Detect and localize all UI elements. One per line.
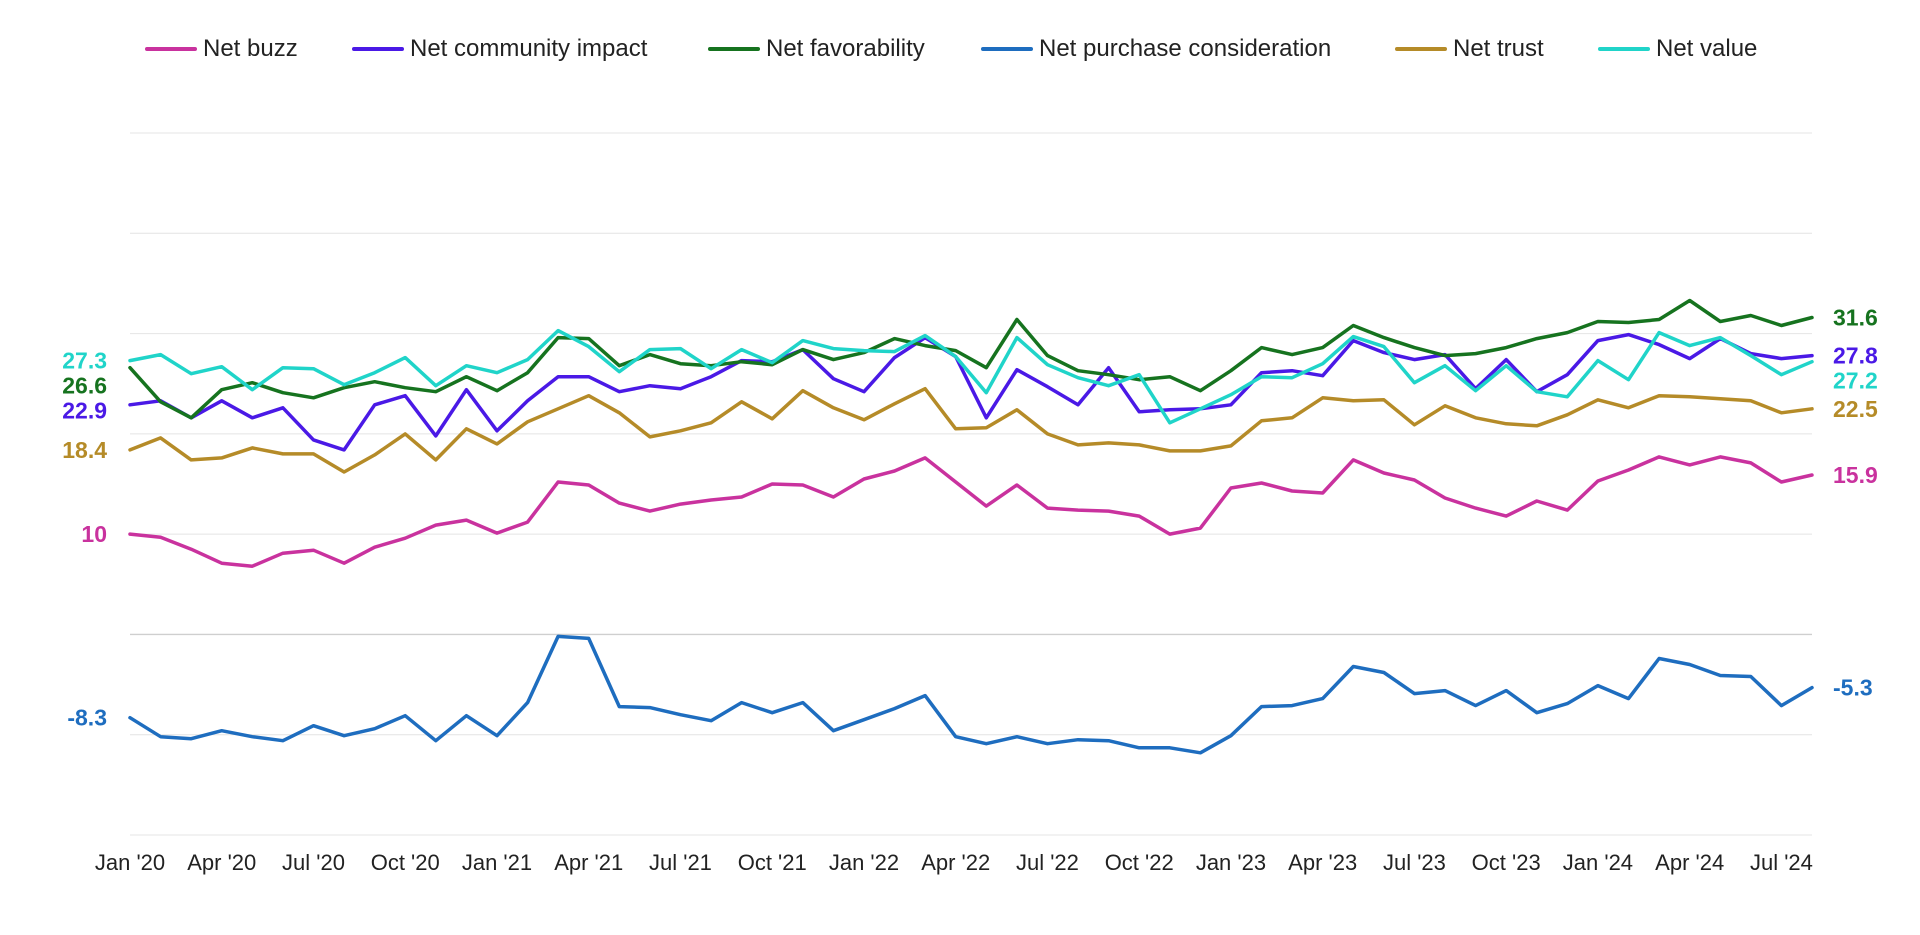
chart-legend: Net buzz Net community impact Net favorabi… (0, 34, 1920, 64)
x-tick-label: Apr '22 (921, 850, 990, 875)
series-lines (128, 298, 1814, 755)
legend-swatch (981, 47, 1033, 51)
x-tick-label: Apr '23 (1288, 850, 1357, 875)
end-value-label-net-value: 27.2 (1833, 368, 1878, 394)
legend-swatch (708, 47, 760, 51)
x-tick-label: Jan '21 (462, 850, 532, 875)
start-value-label-net-value: 27.3 (62, 348, 107, 374)
x-tick-label: Oct '20 (371, 850, 440, 875)
end-labels: 27.326.622.9 18.4 10 -8.3 31.6 27.827.222.5 15… (62, 305, 1878, 731)
legend-label: Net value (1656, 35, 1758, 62)
x-tick-label: Jan '20 (95, 850, 165, 875)
end-value-label-net-purchase-consideration: -5.3 (1833, 675, 1873, 701)
series-line-net-favorability (128, 298, 1814, 420)
legend-swatch (352, 47, 404, 51)
legend-item-net-favorability: Net favorability (708, 34, 925, 64)
x-tick-label: Oct '21 (738, 850, 807, 875)
x-tick-label: Apr '24 (1655, 850, 1724, 875)
legend-label: Net favorability (766, 35, 925, 62)
legend-swatch (1395, 47, 1447, 51)
start-value-label-net-trust: 18.4 (62, 437, 107, 463)
series-line-net-trust (128, 386, 1814, 474)
legend-item-net-trust: Net trust (1395, 34, 1544, 64)
gridlines (130, 132, 1812, 836)
x-tick-label: Jul '24 (1750, 850, 1813, 875)
end-value-label-net-favorability: 31.6 (1833, 305, 1878, 331)
legend-item-net-buzz: Net buzz (145, 34, 298, 64)
series-line-net-purchase-consideration (128, 634, 1814, 755)
x-tick-label: Jul '20 (282, 850, 345, 875)
legend-item-net-value: Net value (1598, 34, 1757, 64)
legend-label: Net buzz (203, 35, 298, 62)
start-value-label-net-purchase-consideration: -8.3 (67, 705, 107, 731)
start-value-label-net-community-impact: 22.9 (62, 398, 107, 424)
x-tick-label: Jul '22 (1016, 850, 1079, 875)
legend-label: Net trust (1453, 35, 1544, 62)
start-value-label-net-buzz: 10 (81, 521, 107, 547)
end-value-label-net-buzz: 15.9 (1833, 462, 1878, 488)
legend-item-net-community-impact: Net community impact (352, 34, 647, 64)
end-value-label-net-community-impact: 27.8 (1833, 343, 1878, 369)
end-value-label-net-trust: 22.5 (1833, 396, 1878, 422)
legend-item-net-purchase-consideration: Net purchase consideration (981, 34, 1331, 64)
x-tick-label: Oct '22 (1105, 850, 1174, 875)
x-tick-label: Jan '24 (1563, 850, 1633, 875)
legend-label: Net community impact (410, 35, 648, 62)
legend-label: Net purchase consideration (1039, 35, 1332, 62)
series-line-net-value (128, 328, 1814, 425)
x-tick-label: Apr '20 (187, 850, 256, 875)
x-tick-label: Jul '23 (1383, 850, 1446, 875)
legend-swatch (1598, 47, 1650, 51)
x-tick-label: Apr '21 (554, 850, 623, 875)
x-tick-label: Jul '21 (649, 850, 712, 875)
x-tick-label: Jan '22 (829, 850, 899, 875)
series-line-net-community-impact (128, 332, 1814, 452)
x-tick-label: Oct '23 (1472, 850, 1541, 875)
x-tick-label: Jan '23 (1196, 850, 1266, 875)
series-line-net-buzz (128, 455, 1814, 568)
legend-swatch (145, 47, 197, 51)
start-value-label-net-favorability: 26.6 (62, 373, 107, 399)
x-axis-ticks: Jan '20 Apr '20 Jul '20 Oct '20 Jan '21 Apr '… (95, 850, 1813, 875)
